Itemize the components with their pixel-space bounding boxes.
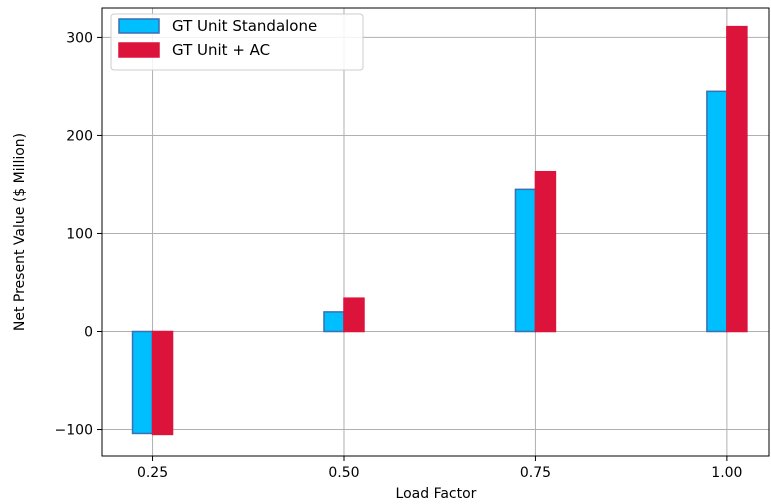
x-tick-label: 1.00 bbox=[711, 465, 742, 481]
bar-with-ac bbox=[726, 25, 748, 333]
y-axis-ticks: −100 0 100 200 300 bbox=[55, 30, 102, 439]
bars bbox=[131, 25, 748, 436]
y-axis-label: Net Present Value ($ Million) bbox=[12, 133, 28, 331]
y-tick-label: 100 bbox=[66, 226, 93, 242]
legend: GT Unit Standalone GT Unit + AC bbox=[110, 13, 364, 71]
plot-frame bbox=[101, 7, 770, 457]
x-tick-label: 0.50 bbox=[328, 465, 359, 481]
legend-swatch bbox=[118, 42, 160, 58]
y-tick-label: 200 bbox=[66, 128, 93, 144]
bar-with-ac bbox=[151, 330, 174, 436]
x-axis-label: Load Factor bbox=[396, 486, 477, 502]
legend-swatch bbox=[118, 18, 160, 34]
bar-standalone bbox=[131, 330, 154, 435]
legend-box bbox=[110, 13, 364, 71]
bar-standalone bbox=[514, 188, 537, 333]
y-tick-label: 300 bbox=[66, 30, 93, 46]
grid-lines bbox=[102, 8, 769, 456]
legend-label: GT Unit + AC bbox=[172, 41, 270, 59]
bar-with-ac bbox=[534, 170, 557, 333]
y-tick-label: −100 bbox=[55, 423, 93, 439]
bar-standalone bbox=[323, 311, 345, 333]
x-tick-label: 0.25 bbox=[137, 465, 168, 481]
bar-standalone bbox=[706, 90, 728, 333]
legend-label: GT Unit Standalone bbox=[172, 17, 317, 35]
plot-area bbox=[102, 8, 769, 456]
bar-with-ac bbox=[343, 297, 365, 333]
y-tick-label: 0 bbox=[84, 325, 93, 341]
x-axis-ticks: 0.25 0.50 0.75 1.00 bbox=[137, 456, 742, 481]
x-tick-label: 0.75 bbox=[520, 465, 551, 481]
